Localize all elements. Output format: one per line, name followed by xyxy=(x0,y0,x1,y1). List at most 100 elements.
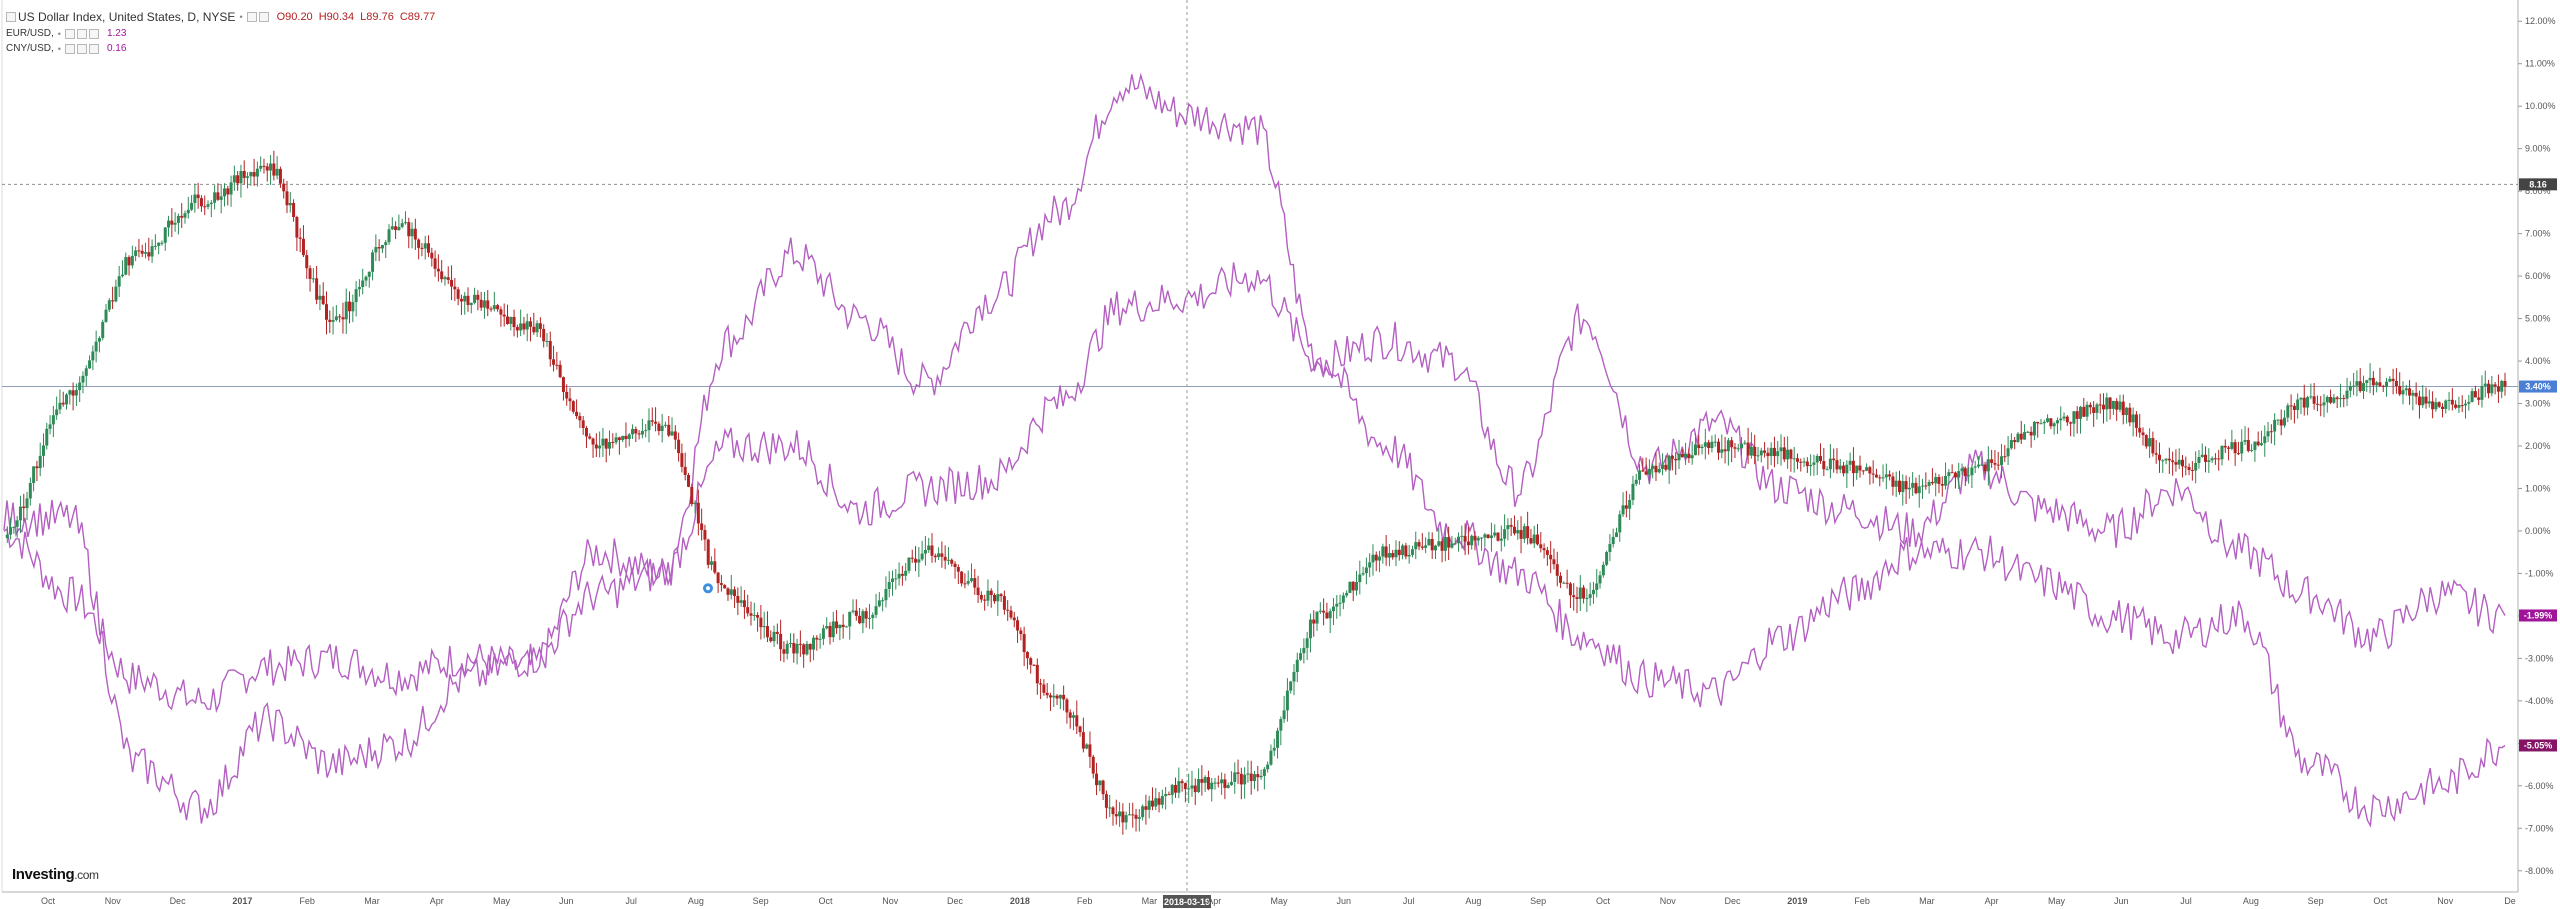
candle-body xyxy=(1318,610,1322,612)
candle-body xyxy=(2381,385,2385,387)
candle-body xyxy=(1437,541,1441,546)
cnyusd-hide-button[interactable] xyxy=(64,43,75,54)
candle-body xyxy=(2355,381,2359,386)
main-series-menu-icon[interactable]: • xyxy=(239,12,243,22)
x-tick-label: Apr xyxy=(1985,896,1999,906)
series-settings-button[interactable] xyxy=(258,12,269,22)
candle-body xyxy=(798,643,802,645)
candle-body xyxy=(1983,464,1987,472)
candle-body xyxy=(150,246,154,257)
candle-body xyxy=(2398,386,2402,395)
candle-body xyxy=(867,617,871,619)
candle-body xyxy=(1368,562,1372,568)
candle-body xyxy=(608,442,612,449)
candle-body xyxy=(2332,397,2336,403)
cnyusd-settings-button[interactable] xyxy=(76,43,87,54)
candle-body xyxy=(1713,441,1717,443)
candle-body xyxy=(2447,399,2451,401)
eurusd-menu-icon[interactable]: • xyxy=(57,28,61,39)
candle-body xyxy=(334,316,338,321)
eurusd-remove-button[interactable] xyxy=(88,28,99,39)
candle-body xyxy=(107,300,111,310)
candle-body xyxy=(1137,817,1141,819)
candle-body xyxy=(2259,443,2263,446)
cnyusd-menu-icon[interactable]: • xyxy=(57,43,61,54)
candle-body xyxy=(1289,681,1293,691)
candle-body xyxy=(858,615,862,624)
candle-body xyxy=(1055,695,1059,699)
candle-body xyxy=(1730,440,1734,448)
candle-body xyxy=(1068,712,1072,718)
candle-body xyxy=(28,483,32,499)
candle-body xyxy=(1062,694,1066,700)
event-marker-icon[interactable] xyxy=(703,583,713,594)
candle-body xyxy=(1256,774,1260,778)
candle-body xyxy=(1085,744,1089,749)
candle-body xyxy=(12,526,16,528)
investing-logo[interactable]: Investing.com xyxy=(12,866,99,883)
candle-body xyxy=(2174,462,2178,465)
main-series-title[interactable]: US Dollar Index, United States, D, NYSE xyxy=(18,10,236,24)
collapse-legend-button[interactable] xyxy=(6,12,16,22)
candle-body xyxy=(2434,402,2438,410)
candle-body xyxy=(1190,785,1194,789)
candle-body xyxy=(1568,583,1572,596)
candle-body xyxy=(1914,482,1918,494)
candle-body xyxy=(1904,481,1908,490)
x-tick-label: Feb xyxy=(1077,896,1093,906)
eurusd-hide-button[interactable] xyxy=(64,28,75,39)
candle-body xyxy=(167,220,171,228)
candle-body xyxy=(779,633,783,650)
candle-body xyxy=(505,316,509,324)
cnyusd-remove-button[interactable] xyxy=(88,43,99,54)
candle-body xyxy=(1292,671,1296,682)
candle-body xyxy=(1397,549,1401,556)
candle-body xyxy=(2003,456,2007,458)
candle-body xyxy=(1259,775,1263,778)
candle-body xyxy=(2078,406,2082,419)
candle-body xyxy=(153,245,157,247)
candle-body xyxy=(2207,460,2211,462)
x-tick-label: 2017 xyxy=(232,896,252,906)
last-value-tag-box xyxy=(2519,739,2557,752)
cnyusd-series-label[interactable]: CNY/USD, xyxy=(6,43,54,54)
candle-body xyxy=(219,196,223,200)
candle-body xyxy=(1690,455,1694,459)
candle-body xyxy=(2503,380,2507,387)
eurusd-series-label[interactable]: EUR/USD, xyxy=(6,28,54,39)
candle-body xyxy=(933,555,937,558)
candle-body xyxy=(1065,699,1069,713)
candle-body xyxy=(68,390,72,395)
y-tick-label: -8.00% xyxy=(2525,866,2554,876)
candle-body xyxy=(2227,447,2231,449)
candle-body xyxy=(2042,421,2046,424)
eurusd-settings-button[interactable] xyxy=(76,28,87,39)
candle-body xyxy=(400,223,404,227)
candle-body xyxy=(2088,404,2092,408)
y-tick-label: 8.00% xyxy=(2525,186,2551,196)
candle-body xyxy=(864,611,868,619)
hide-series-button[interactable] xyxy=(246,12,257,22)
candle-body xyxy=(292,202,296,218)
candle-body xyxy=(1819,455,1823,462)
candle-body xyxy=(900,573,904,576)
candle-body xyxy=(2098,404,2102,406)
candle-body xyxy=(97,338,101,342)
candle-body xyxy=(854,610,858,616)
eurusd-value: 1.23 xyxy=(106,28,127,39)
candle-body xyxy=(272,163,276,176)
candle-body xyxy=(2266,431,2270,437)
candle-body xyxy=(1312,619,1316,624)
candle-body xyxy=(1700,446,1704,449)
reference-tag-box xyxy=(2519,178,2557,191)
candle-body xyxy=(1578,587,1582,599)
close-value: C89.77 xyxy=(399,11,436,23)
candle-body xyxy=(450,279,454,287)
y-tick-label: -6.00% xyxy=(2525,781,2554,791)
candle-body xyxy=(354,289,358,303)
candle-body xyxy=(2141,432,2145,436)
candle-body xyxy=(584,427,588,437)
candle-body xyxy=(877,600,881,607)
candle-body xyxy=(427,243,431,253)
